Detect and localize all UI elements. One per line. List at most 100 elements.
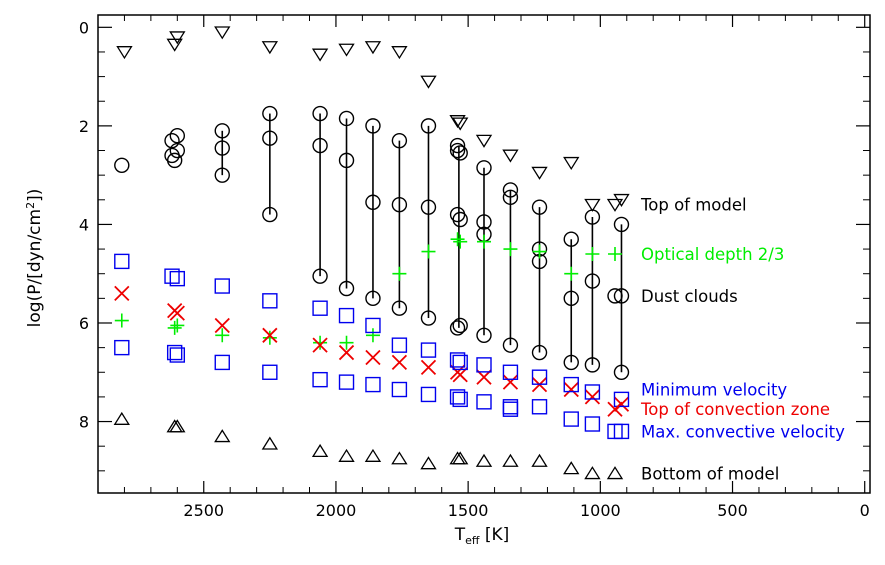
- y-tick-label: 8: [79, 413, 89, 432]
- dust-clouds-point: [531, 199, 548, 215]
- legend-label: Optical depth 2/3: [641, 245, 784, 264]
- top-of-convection-zone-point: [563, 381, 579, 398]
- minimum-velocity-point: [452, 354, 468, 371]
- y-axis-label-sup: 2: [24, 202, 37, 209]
- legend-marker: [607, 288, 623, 304]
- dust-clouds-point: [563, 231, 579, 247]
- top-of-model-point: [166, 38, 183, 52]
- bottom-of-model-point: [169, 419, 186, 433]
- minimum-velocity-point: [169, 347, 186, 363]
- bottom-of-model-point: [166, 419, 183, 433]
- top-of-model-point: [531, 166, 548, 180]
- optical-depth-2-3-point: [564, 266, 579, 281]
- max-convective-velocity-point: [114, 253, 130, 270]
- top-of-model-point: [338, 43, 355, 57]
- dust-clouds-point: [502, 182, 519, 198]
- legend-label: Top of convection zone: [640, 400, 830, 419]
- plot-frame: [97, 14, 871, 494]
- minimum-velocity-point: [365, 317, 381, 334]
- max-convective-velocity-point: [476, 394, 492, 410]
- minimum-velocity-point: [166, 344, 183, 361]
- legend-label: Dust clouds: [641, 287, 738, 306]
- top-of-convection-zone-point: [169, 305, 185, 321]
- dust-clouds-point: [502, 337, 519, 353]
- dust-clouds-point: [584, 273, 601, 289]
- dust-clouds-point: [214, 123, 230, 139]
- bottom-of-model-point: [364, 448, 382, 462]
- optical-depth-2-3-point: [532, 244, 547, 259]
- top-of-model-point: [364, 41, 382, 55]
- dust-clouds-point: [338, 280, 355, 297]
- dust-clouds-point: [452, 317, 468, 334]
- x-tick-label: 1000: [580, 501, 621, 520]
- dust-clouds-point: [312, 137, 328, 154]
- top-of-model-point: [420, 75, 437, 89]
- x-tick-label: 2000: [316, 501, 357, 520]
- x-axis-label: Teff [K]: [454, 525, 510, 547]
- legend-label: Minimum velocity: [641, 381, 787, 400]
- dust-clouds-point: [391, 300, 408, 316]
- bottom-of-model-point: [311, 443, 329, 458]
- dust-clouds-point: [420, 118, 437, 134]
- minimum-velocity-point: [391, 337, 408, 353]
- y-tick-label: 6: [79, 314, 89, 333]
- x-axis-label-sub: eff: [465, 534, 480, 547]
- x-tick-label: 1500: [448, 501, 489, 520]
- top-of-convection-zone-point: [584, 389, 601, 405]
- optical-depth-2-3-point: [450, 232, 465, 247]
- top-of-convection-zone-point: [391, 354, 408, 371]
- max-convective-velocity-point: [452, 391, 468, 408]
- bottom-of-model-point: [563, 461, 580, 475]
- dust-clouds-point: [365, 118, 381, 134]
- max-convective-velocity-point: [391, 381, 408, 398]
- dust-clouds-point: [312, 105, 328, 122]
- minimum-velocity-point: [502, 364, 519, 380]
- top-of-convection-zone-point: [613, 396, 630, 412]
- cloud-lines: [221, 113, 623, 373]
- max-convective-velocity-point: [214, 278, 230, 294]
- bottom-of-model-point: [452, 451, 469, 465]
- max-convective-velocity-point: [262, 293, 278, 309]
- bottom-of-model-point: [531, 453, 548, 467]
- optical-depth-2-3-point: [585, 247, 600, 261]
- dust-clouds-point: [613, 364, 630, 380]
- dust-clouds-point: [391, 197, 408, 213]
- dust-clouds-point: [531, 344, 548, 361]
- max-convective-velocity-point: [584, 416, 601, 432]
- optical-depth-2-3-point: [365, 328, 380, 343]
- axis-ticks: 2500 2000 1500 1000 500 0 0 2 4 6 8: [79, 15, 870, 520]
- minimum-velocity-point: [531, 369, 548, 385]
- y-tick-label: 0: [79, 18, 89, 37]
- top-of-convection-zone-point: [312, 337, 328, 353]
- dust-clouds-point: [476, 327, 492, 344]
- x-axis-label-unit: [K]: [479, 525, 509, 545]
- dust-clouds-point: [164, 132, 180, 149]
- minimum-velocity-point: [338, 307, 355, 324]
- top-of-convection-zone-point: [502, 374, 519, 390]
- dust-clouds-point: [563, 354, 579, 371]
- top-of-model-point: [584, 198, 601, 212]
- max-convective-velocity-point: [365, 376, 381, 393]
- max-convective-velocity-point: [169, 270, 186, 287]
- bottom-of-model-point: [214, 429, 231, 443]
- dust-clouds-point: [613, 288, 630, 304]
- dust-clouds-point: [312, 268, 328, 284]
- max-convective-velocity-point: [164, 268, 180, 284]
- legend-marker: [606, 466, 624, 480]
- optical-depth-2-3-point: [453, 234, 468, 249]
- max-convective-velocity-point: [312, 371, 328, 388]
- y-tick-label: 4: [79, 215, 89, 234]
- minimum-velocity-point: [476, 357, 492, 373]
- bottom-of-model-point: [113, 411, 130, 425]
- optical-depth-2-3-point: [477, 234, 491, 249]
- minimum-velocity-point: [420, 342, 437, 358]
- x-tick-label: 2500: [183, 501, 224, 520]
- legend: Top of model Optical depth 2/3 Dust clouds…: [606, 196, 845, 483]
- top-of-model-point: [563, 156, 580, 171]
- dust-clouds-point: [169, 128, 186, 144]
- optical-depth-2-3-point: [215, 328, 230, 343]
- top-of-model-point: [311, 48, 329, 62]
- top-of-convection-zone-point: [365, 349, 381, 366]
- top-of-model-point: [261, 41, 279, 55]
- optical-depth-2-3-point: [167, 320, 182, 335]
